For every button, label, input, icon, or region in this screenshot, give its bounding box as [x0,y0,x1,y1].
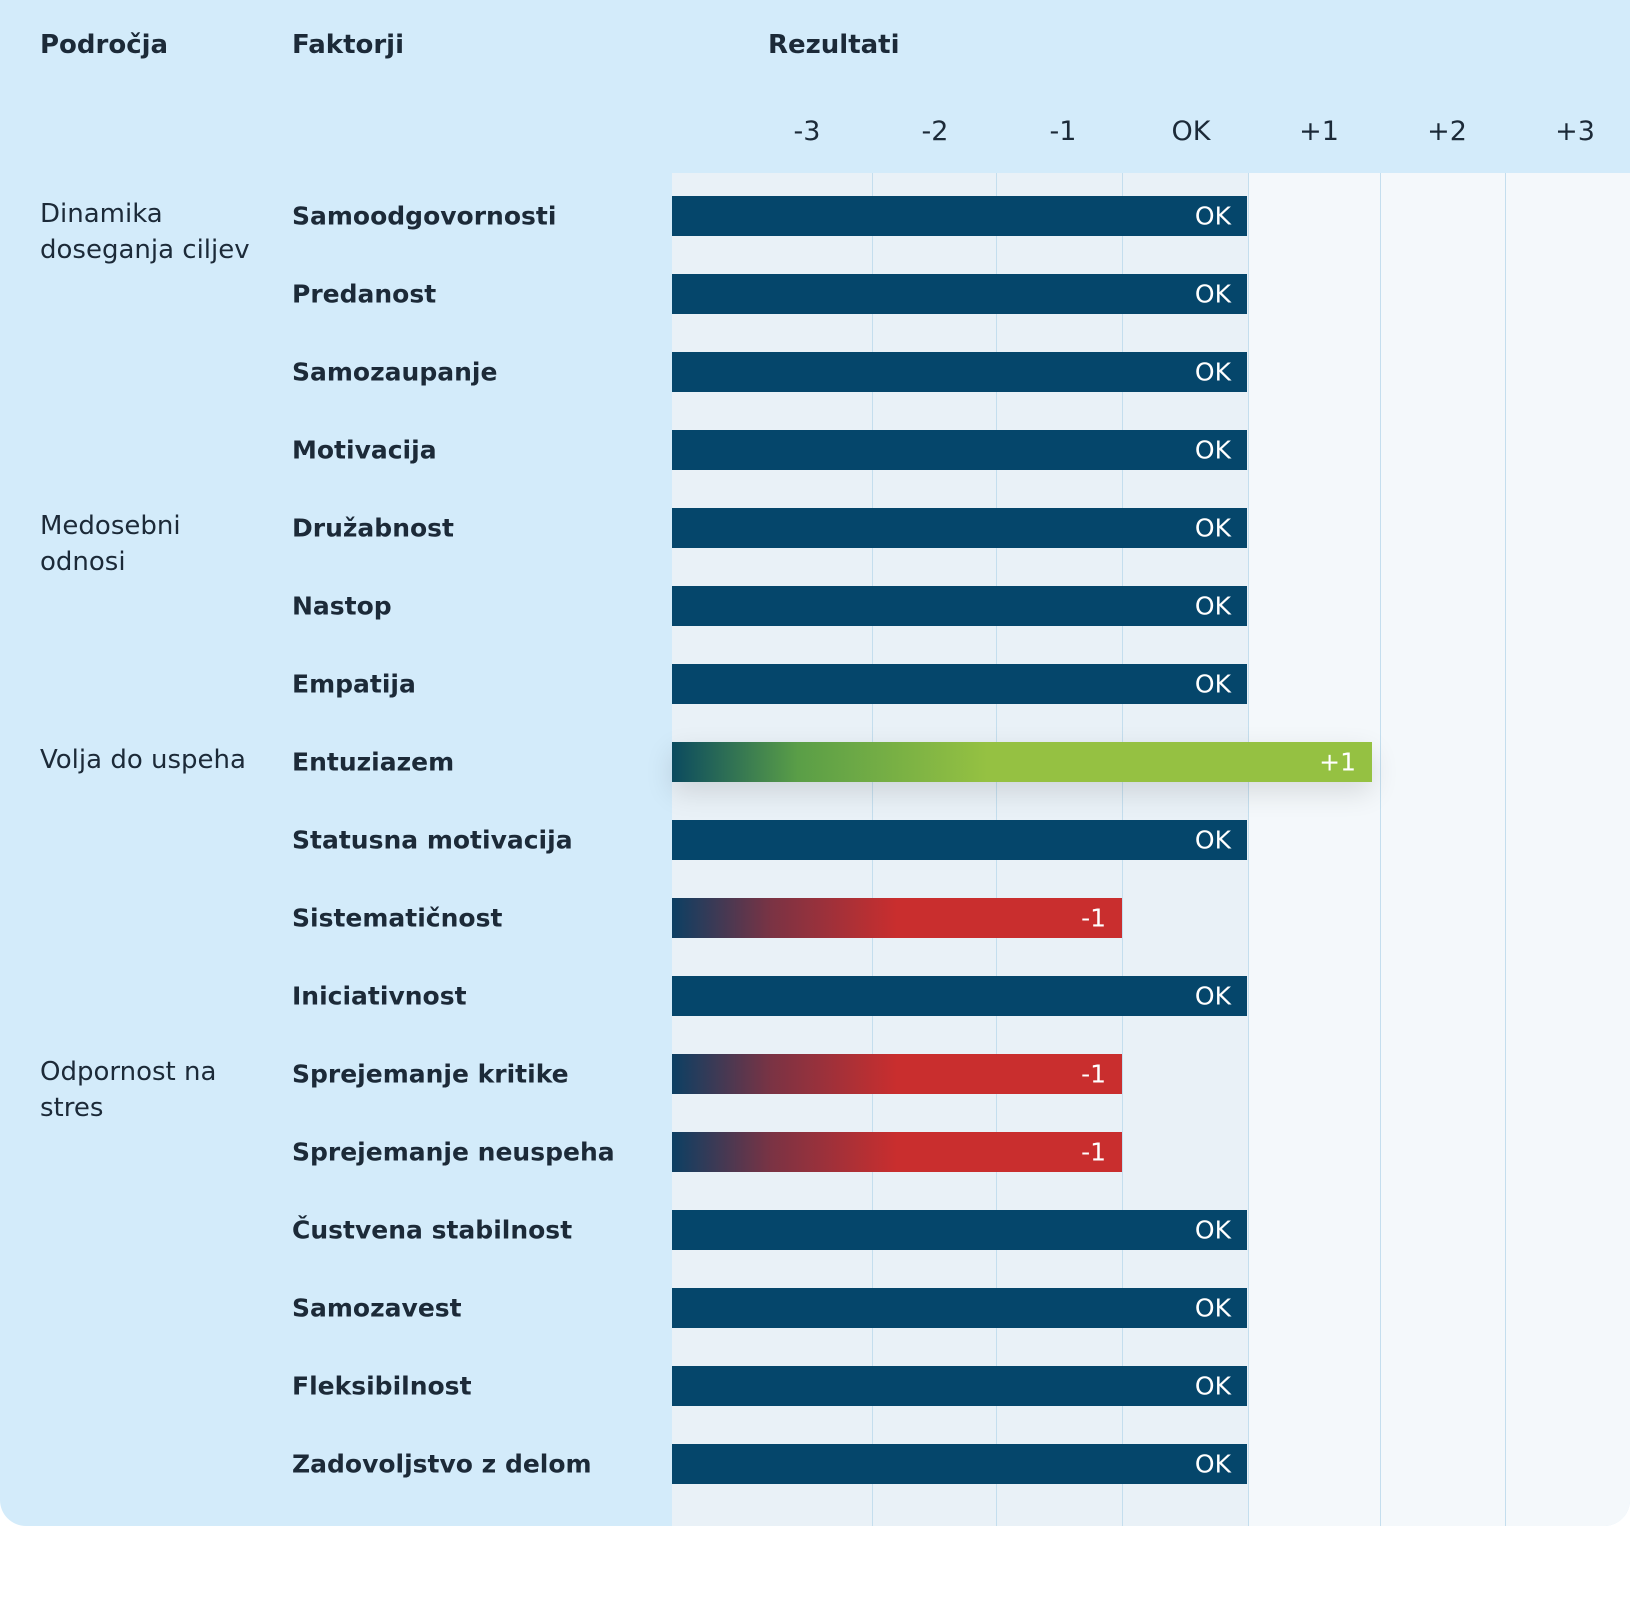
bar-value-label: -1 [1081,1137,1106,1167]
x-tick-label: +2 [1427,116,1467,147]
grid-line [1505,173,1506,1526]
bar-value-label: OK [1194,591,1231,621]
result-bar: -1 [672,1054,1122,1094]
result-bar: -1 [672,898,1122,938]
result-bar: OK [672,1210,1247,1250]
bar-value-label: OK [1194,279,1231,309]
bar-value-label: OK [1194,825,1231,855]
factor-label: Zadovoljstvo z delom [292,1449,592,1479]
bar-value-label: +1 [1319,747,1356,777]
factor-label: Sprejemanje kritike [292,1059,569,1089]
area-label: Odpornost na stres [40,1057,217,1123]
factor-label: Empatija [292,669,416,699]
factor-label: Fleksibilnost [292,1371,472,1401]
bar-value-label: OK [1194,981,1231,1011]
x-tick-label: -1 [1049,116,1077,147]
grid-line [1248,173,1249,1526]
result-bar: OK [672,1444,1247,1484]
factor-label: Nastop [292,591,392,621]
factor-label: Čustvena stabilnost [292,1215,573,1245]
bar-value-label: OK [1194,357,1231,387]
x-tick-label: -3 [793,116,821,147]
result-bar: OK [672,508,1247,548]
result-bar: -1 [672,1132,1122,1172]
factors-header: Faktorji [292,30,405,60]
plot-area-positive [1248,173,1630,1526]
bar-value-label: -1 [1081,903,1106,933]
x-tick-label: +1 [1299,116,1339,147]
bar-value-label: -1 [1081,1059,1106,1089]
factor-label: Motivacija [292,435,437,465]
results-header: Rezultati [768,30,900,60]
result-bar: +1 [672,742,1372,782]
bar-value-label: OK [1194,435,1231,465]
result-bar: OK [672,352,1247,392]
result-bar: OK [672,820,1247,860]
factor-label: Entuziazem [292,747,455,777]
bar-value-label: OK [1194,669,1231,699]
area-label: Volja do uspeha [40,745,246,775]
grid-line [1380,173,1381,1526]
result-bar: OK [672,1288,1247,1328]
bar-value-label: OK [1194,201,1231,231]
factor-label: Iniciativnost [292,981,467,1011]
factor-label: Statusna motivacija [292,825,573,855]
result-bar: OK [672,196,1247,236]
factor-label: Sistematičnost [292,903,503,933]
area-label: Medosebni odnosi [40,511,181,577]
result-bar: OK [672,1366,1247,1406]
factor-label: Samozaupanje [292,357,498,387]
result-bar: OK [672,586,1247,626]
result-bar: OK [672,664,1247,704]
x-tick-label: +3 [1555,116,1595,147]
bar-value-label: OK [1194,1293,1231,1323]
factor-label: Družabnost [292,513,454,543]
factor-label: Samozavest [292,1293,462,1323]
x-tick-label: -2 [921,116,949,147]
bar-value-label: OK [1194,513,1231,543]
bar-value-label: OK [1194,1371,1231,1401]
area-label: Dinamika doseganja ciljev [40,199,250,265]
x-tick-label: OK [1171,116,1211,147]
areas-header: Področja [40,30,169,60]
factor-label: Samoodgovornosti [292,201,557,231]
bar-value-label: OK [1194,1449,1231,1479]
result-bar: OK [672,976,1247,1016]
result-bar: OK [672,430,1247,470]
factor-label: Sprejemanje neuspeha [292,1137,615,1167]
bar-value-label: OK [1194,1215,1231,1245]
factor-label: Predanost [292,279,437,309]
results-card: Področja Faktorji Rezultati -3 -2 -1 OK +1 +2… [0,0,1630,1526]
result-bar: OK [672,274,1247,314]
